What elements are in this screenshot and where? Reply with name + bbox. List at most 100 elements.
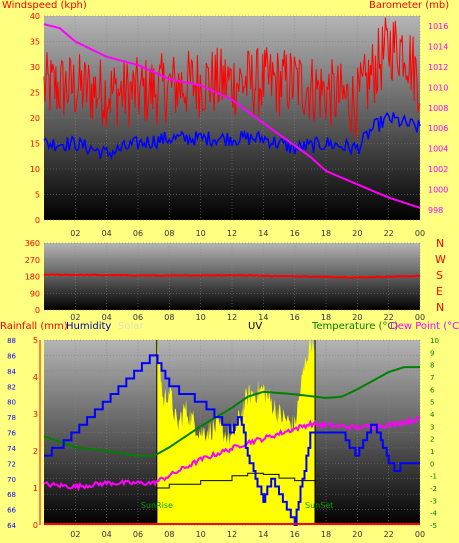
temperature-y-tick: 1 — [430, 448, 434, 456]
direction-label-n2: N — [436, 301, 445, 314]
conditions-chart-x-tick: 16 — [290, 530, 300, 539]
humidity-title: Humidity — [66, 321, 112, 332]
rainfall-title: Rainfall (mm) — [0, 321, 68, 332]
humidity-y-tick: 84 — [7, 368, 16, 376]
direction-chart-x-tick: 18 — [321, 313, 331, 322]
rainfall-y-tick: 1 — [33, 484, 38, 493]
barometer-y-tick: 1004 — [428, 145, 448, 154]
wind-chart-x-tick: 18 — [321, 229, 331, 238]
temperature-title: Temperature (°C) — [312, 321, 399, 332]
direction-y-tick: 270 — [25, 256, 40, 265]
temperature-y-tick: -1 — [430, 473, 437, 481]
conditions-chart-x-tick: 18 — [321, 530, 331, 539]
barometer-title: Barometer (mb) — [369, 0, 450, 11]
temperature-y-tick: -4 — [430, 510, 438, 518]
humidity-y-tick: 80 — [7, 399, 16, 407]
direction-chart-x-tick: 22 — [384, 313, 394, 322]
wind-chart-x-tick: 22 — [384, 229, 394, 238]
wind-y-tick: 35 — [30, 38, 40, 47]
barometer-y-tick: 998 — [428, 206, 443, 215]
direction-chart-x-tick: 12 — [227, 313, 237, 322]
temperature-y-tick: 6 — [430, 386, 435, 394]
direction-label-e: E — [436, 285, 443, 298]
temperature-y-tick: 2 — [430, 436, 434, 444]
sunset-label: SunSet — [305, 501, 333, 510]
humidity-y-tick: 88 — [7, 337, 16, 345]
wind-y-tick: 5 — [35, 191, 40, 200]
temperature-y-tick: -3 — [430, 497, 437, 505]
barometer-y-tick: 1010 — [428, 83, 448, 92]
temperature-y-tick: -5 — [430, 522, 437, 530]
temperature-y-tick: -2 — [430, 485, 437, 493]
windspeed-title: Windspeed (kph) — [2, 0, 87, 11]
humidity-y-tick: 66 — [7, 507, 16, 515]
direction-label-w: W — [435, 253, 446, 266]
rainfall-y-tick: 5 — [33, 336, 38, 345]
wind-y-tick: 10 — [30, 165, 40, 174]
humidity-y-tick: 64 — [7, 522, 16, 530]
conditions-chart-x-tick: 20 — [352, 530, 362, 539]
direction-chart-x-tick: 14 — [258, 313, 268, 322]
temperature-y-tick: 9 — [430, 349, 434, 357]
humidity-y-tick: 74 — [7, 445, 16, 453]
uv-title: UV — [248, 321, 263, 332]
wind-chart-x-tick: 02 — [70, 229, 80, 238]
humidity-y-tick: 70 — [7, 476, 16, 484]
wind-y-tick: 25 — [30, 89, 40, 98]
barometer-y-tick: 1000 — [428, 185, 448, 194]
conditions-chart-x-tick: 04 — [102, 530, 112, 539]
wind-chart-x-tick: 06 — [133, 229, 143, 238]
barometer-y-tick: 1014 — [428, 43, 448, 52]
temperature-y-tick: 10 — [430, 337, 439, 345]
wind-y-tick: 30 — [30, 63, 40, 72]
temperature-y-tick: 8 — [430, 362, 434, 370]
barometer-y-tick: 1012 — [428, 63, 448, 72]
barometer-series — [43, 23, 421, 209]
dewpoint-title: Dew Point (°C) — [390, 321, 459, 332]
direction-series — [44, 273, 421, 279]
barometer-y-tick: 1008 — [428, 104, 448, 113]
direction-y-tick: 0 — [35, 306, 40, 315]
direction-chart-x-tick: 10 — [196, 313, 206, 322]
wind-chart-x-tick: 20 — [352, 229, 362, 238]
wind-chart-x-tick: 12 — [227, 229, 237, 238]
temperature-y-tick: 5 — [430, 399, 434, 407]
direction-chart-x-tick: 00 — [415, 313, 425, 322]
rainfall-y-tick: 0 — [33, 521, 38, 530]
rainfall-y-tick: 3 — [33, 410, 38, 419]
uv-series — [156, 472, 316, 525]
wind-chart-x-tick: 16 — [290, 229, 300, 238]
wind-chart-x-tick: 04 — [102, 229, 112, 238]
sunrise-label: SunRise — [141, 501, 173, 510]
humidity-y-tick: 68 — [7, 491, 16, 499]
rainfall-y-tick: 2 — [33, 447, 38, 456]
wind-y-tick: 40 — [30, 12, 40, 21]
direction-chart-x-tick: 04 — [102, 313, 112, 322]
conditions-chart-x-tick: 00 — [415, 530, 425, 539]
direction-label-n1: N — [436, 237, 445, 250]
humidity-y-tick: 76 — [7, 430, 16, 438]
temperature-y-tick: 4 — [430, 411, 435, 419]
dewpoint-series — [43, 415, 421, 492]
direction-chart-x-tick: 06 — [133, 313, 143, 322]
direction-y-tick: 360 — [25, 239, 40, 248]
humidity-y-tick: 72 — [7, 460, 16, 468]
direction-chart-x-tick: 08 — [164, 313, 174, 322]
temperature-y-tick: 0 — [430, 460, 434, 468]
direction-y-tick: 90 — [30, 289, 40, 298]
wind-speed-series — [43, 111, 421, 161]
direction-chart-x-tick: 20 — [352, 313, 362, 322]
wind-chart-x-tick: 08 — [164, 229, 174, 238]
conditions-chart-x-tick: 14 — [258, 530, 268, 539]
conditions-chart-x-tick: 02 — [70, 530, 80, 539]
wind-y-tick: 20 — [30, 114, 40, 123]
conditions-chart-x-tick: 06 — [133, 530, 143, 539]
barometer-y-tick: 1006 — [428, 124, 448, 133]
humidity-y-tick: 86 — [7, 352, 16, 360]
conditions-chart-x-tick: 22 — [384, 530, 394, 539]
conditions-chart-x-tick: 10 — [196, 530, 206, 539]
temperature-y-tick: 7 — [430, 374, 434, 382]
wind-chart-x-tick: 10 — [196, 229, 206, 238]
